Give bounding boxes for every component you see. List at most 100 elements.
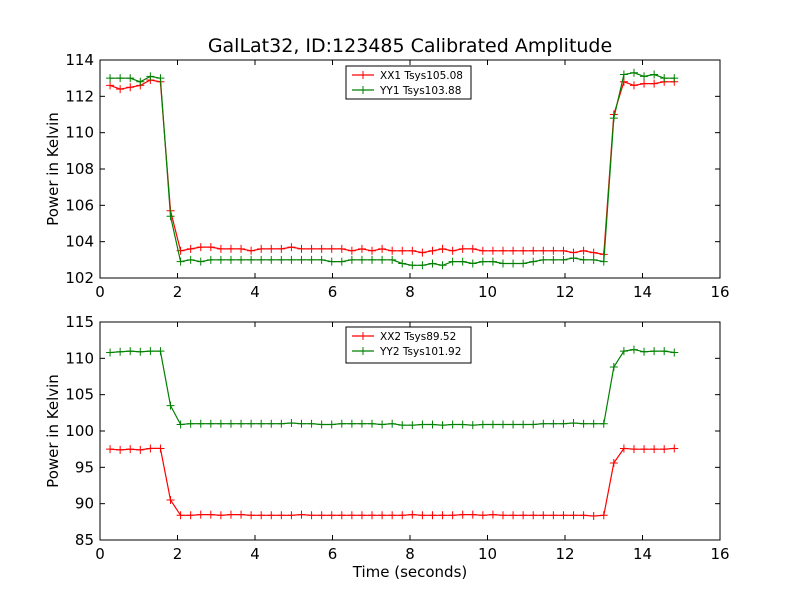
top-series-0-point — [196, 243, 205, 252]
bottom-series-0-point — [519, 511, 528, 520]
top-xtick-label: 16 — [710, 283, 729, 301]
top-series-1-point — [267, 255, 276, 264]
top-series-0-point — [398, 246, 407, 255]
top-series-1-point — [589, 255, 598, 264]
top-series-0-point — [186, 244, 195, 253]
bottom-ylabel: Power in Kelvin — [44, 374, 62, 488]
top-series-1-point — [609, 114, 618, 123]
top-series-0-point — [458, 244, 467, 253]
bottom-xtick-label: 12 — [555, 545, 574, 563]
top-legend-box — [345, 65, 472, 100]
top-series-0-point — [589, 248, 598, 257]
top-series-1-point — [549, 255, 558, 264]
top-subplot: 0 2 4 6 8 10 12 14 16 102 104 106 108 110 112 114 Power … — [44, 51, 730, 301]
bottom-ytick-label: 110 — [65, 349, 94, 367]
top-series-1-point — [368, 255, 377, 264]
bottom-series-0-point — [388, 511, 397, 520]
top-series-1-point — [569, 254, 578, 263]
bottom-series-0-point — [529, 511, 538, 520]
bottom-series-1-point — [670, 348, 679, 357]
top-series-0-point — [216, 244, 225, 253]
top-xtick-label: 14 — [633, 283, 652, 301]
bottom-series-1-point — [317, 420, 326, 429]
bottom-series-0-point — [378, 511, 387, 520]
top-series-1-point — [357, 255, 366, 264]
bottom-series-0-point — [226, 510, 235, 519]
bottom-series-1-point — [478, 420, 487, 429]
top-legend-label: XX1 Tsys105.08 — [380, 70, 463, 82]
top-series-0-point — [509, 246, 518, 255]
top-xtick-label: 4 — [250, 283, 260, 301]
top-ytick-label: 106 — [65, 196, 94, 214]
bottom-series-1-point — [579, 419, 588, 428]
top-series-1-point — [428, 259, 437, 268]
bottom-series-1-point — [388, 419, 397, 428]
bottom-xtick-label: 8 — [405, 545, 415, 563]
top-series-1-point — [257, 255, 266, 264]
bottom-series-0-point — [468, 510, 477, 519]
top-series-1-point — [126, 74, 135, 83]
top-series-1-point — [529, 257, 538, 266]
top-xtick-label: 12 — [555, 283, 574, 301]
bottom-series-0-point — [206, 510, 215, 519]
bottom-legend: XX2 Tsys89.52 YY2 Tsys101.92 — [345, 326, 472, 364]
bottom-series-1-point — [297, 419, 306, 428]
top-xtick-label: 2 — [173, 283, 183, 301]
bottom-series-1-point — [448, 420, 457, 429]
bottom-series-1-point — [458, 420, 467, 429]
bottom-series-0-point — [438, 511, 447, 520]
bottom-series-0-point — [559, 511, 568, 520]
bottom-series-1-point — [357, 419, 366, 428]
bottom-series-1-point — [237, 419, 246, 428]
top-series-0-point — [448, 246, 457, 255]
top-series-0-point — [226, 244, 235, 253]
bottom-ytick-label: 95 — [75, 458, 94, 476]
bottom-series-0-point — [277, 511, 286, 520]
top-series-0-point — [297, 244, 306, 253]
bottom-series-1-point — [660, 347, 669, 356]
top-series-0-point — [287, 243, 296, 252]
top-series-0-point — [267, 244, 276, 253]
bottom-series-0-point — [448, 511, 457, 520]
bottom-series-1-point — [176, 420, 185, 429]
bottom-xtick-label: 2 — [173, 545, 183, 563]
bottom-xlabel: Time (seconds) — [352, 563, 468, 581]
bottom-series-1-point — [337, 419, 346, 428]
bottom-series-1-point — [226, 419, 235, 428]
bottom-series-1-point — [650, 347, 659, 356]
bottom-series-0-point — [166, 496, 175, 505]
top-series-0-point — [408, 246, 417, 255]
bottom-series-0-point — [488, 510, 497, 519]
bottom-series-0-point — [428, 511, 437, 520]
bottom-series-0-point — [650, 445, 659, 454]
top-series-1-point — [106, 74, 115, 83]
top-series-0-point — [640, 79, 649, 88]
bottom-series-0-point — [337, 511, 346, 520]
top-xtick-label: 6 — [328, 283, 338, 301]
top-ytick-label: 108 — [65, 160, 94, 178]
bottom-series-0-point — [640, 445, 649, 454]
bottom-series-0-point — [287, 511, 296, 520]
top-series-0-point — [488, 246, 497, 255]
top-series-1-point — [337, 257, 346, 266]
bottom-series-1-point — [136, 347, 145, 356]
bottom-legend-label: XX2 Tsys89.52 — [380, 331, 456, 343]
top-series-1-point — [468, 259, 477, 268]
top-series-1-point — [478, 257, 487, 266]
bottom-ytick-label: 90 — [75, 495, 94, 513]
bottom-series-0-point — [186, 511, 195, 520]
top-series-1-point — [629, 68, 638, 77]
bottom-series-0-point — [549, 511, 558, 520]
bottom-xtick-label: 6 — [328, 545, 338, 563]
bottom-legend-marker — [359, 347, 367, 355]
top-series-0-point — [116, 85, 125, 94]
bottom-series-1-point — [488, 420, 497, 429]
top-xtick-label: 10 — [478, 283, 497, 301]
bottom-legend-box — [345, 326, 472, 364]
bottom-series-1-point — [589, 419, 598, 428]
bottom-ytick-label: 85 — [75, 531, 94, 549]
bottom-series-1-point — [438, 421, 447, 430]
bottom-series-0-point — [297, 510, 306, 519]
top-series-1-point — [398, 259, 407, 268]
top-series-1-point — [559, 255, 568, 264]
